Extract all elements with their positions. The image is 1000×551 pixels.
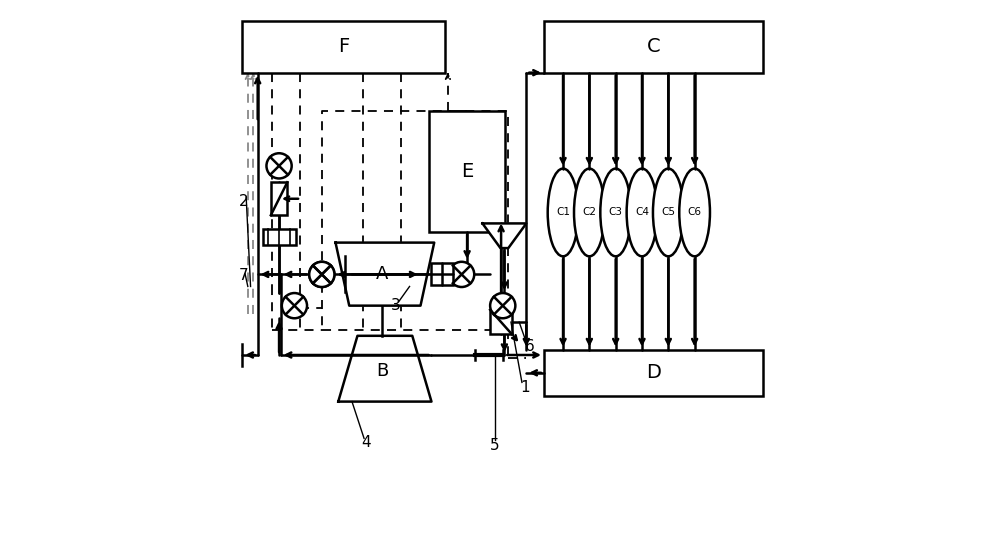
- Ellipse shape: [679, 169, 710, 256]
- Text: E: E: [461, 162, 473, 181]
- Text: C: C: [647, 37, 660, 56]
- Bar: [490, 310, 512, 334]
- Text: C6: C6: [688, 208, 702, 218]
- Ellipse shape: [653, 169, 684, 256]
- Bar: [431, 263, 453, 285]
- Text: C5: C5: [661, 208, 675, 218]
- Text: 6: 6: [525, 339, 535, 354]
- Text: 1: 1: [520, 380, 529, 396]
- Circle shape: [309, 262, 334, 287]
- Bar: [263, 229, 296, 245]
- Text: C2: C2: [582, 208, 596, 218]
- Ellipse shape: [627, 169, 657, 256]
- Circle shape: [309, 262, 334, 287]
- Ellipse shape: [574, 169, 605, 256]
- Text: C1: C1: [556, 208, 570, 218]
- Text: 4: 4: [361, 435, 370, 450]
- Bar: [429, 111, 505, 231]
- Bar: [544, 20, 763, 73]
- Text: C4: C4: [635, 208, 649, 218]
- Bar: [242, 20, 445, 73]
- Polygon shape: [482, 223, 526, 248]
- Circle shape: [490, 293, 515, 318]
- Text: 7: 7: [239, 268, 249, 283]
- Polygon shape: [336, 242, 434, 306]
- Text: B: B: [376, 363, 388, 380]
- Polygon shape: [338, 336, 431, 402]
- Text: F: F: [338, 37, 349, 56]
- Ellipse shape: [548, 169, 578, 256]
- Text: A: A: [376, 266, 388, 283]
- Text: 3: 3: [391, 298, 401, 313]
- Circle shape: [282, 293, 307, 318]
- Text: C3: C3: [609, 208, 623, 218]
- Ellipse shape: [600, 169, 631, 256]
- Text: 2: 2: [239, 194, 249, 209]
- Circle shape: [266, 153, 292, 179]
- Text: 5: 5: [490, 438, 499, 453]
- Bar: [544, 349, 763, 396]
- Bar: [271, 182, 287, 215]
- Text: D: D: [646, 363, 661, 382]
- Circle shape: [449, 262, 474, 287]
